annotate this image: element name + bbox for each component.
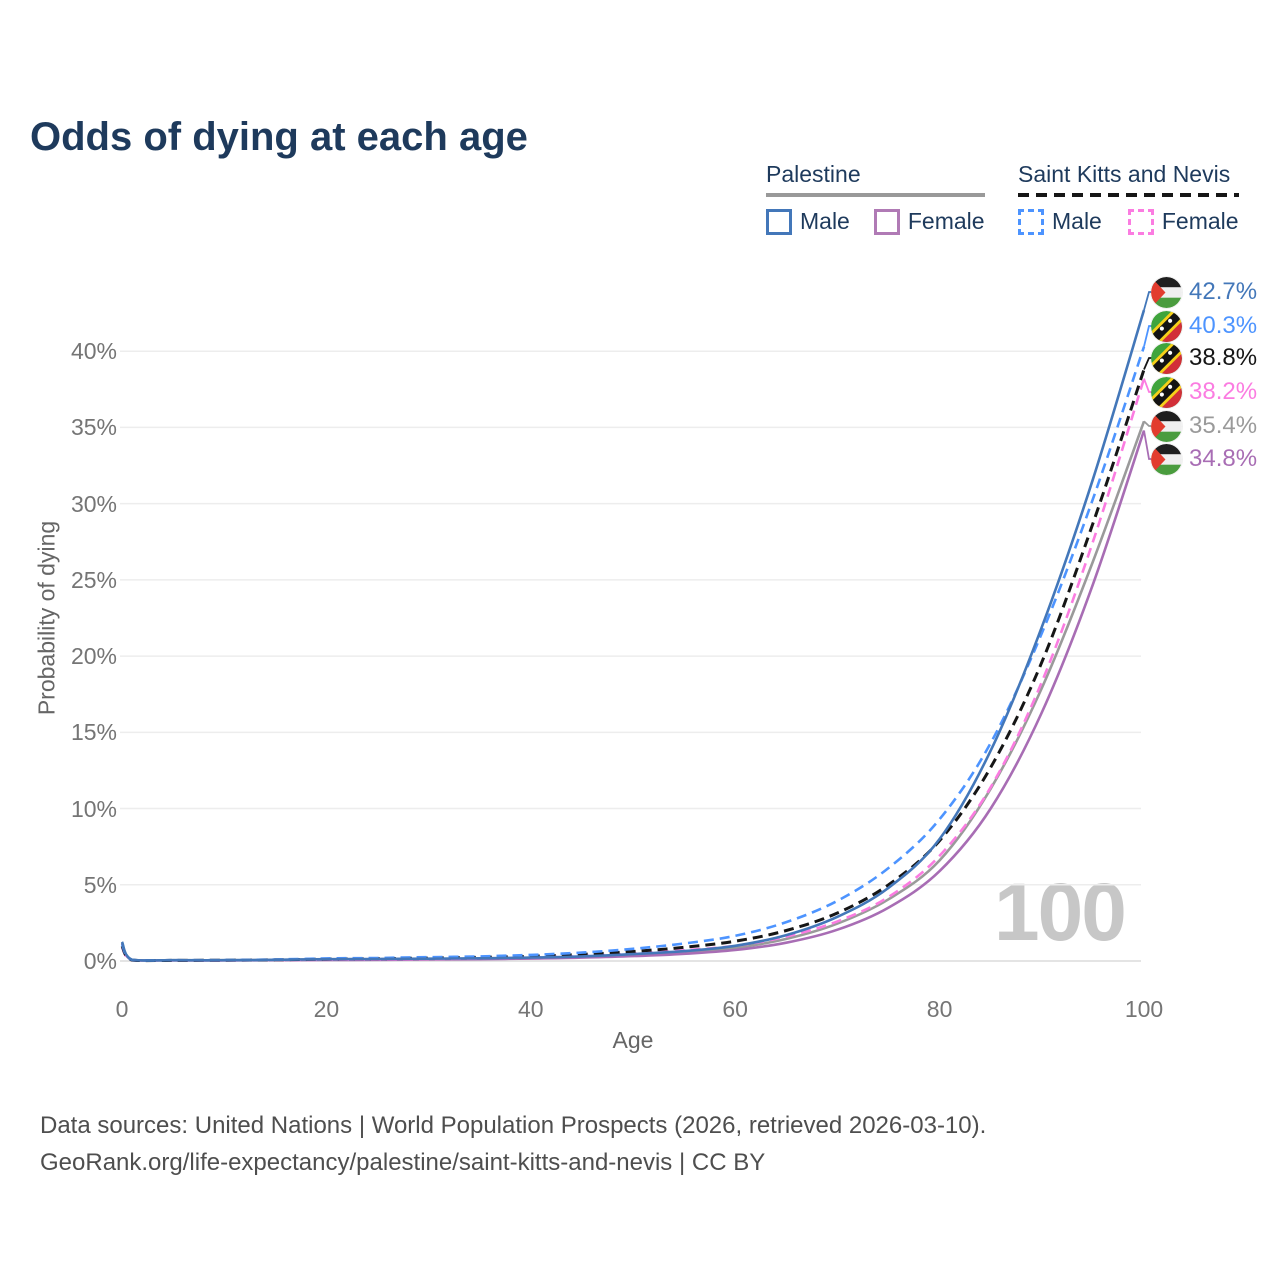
y-tick-label: 40% [70, 338, 117, 365]
x-tick-label: 80 [926, 996, 953, 1022]
end-label-row: 42.7% [1151, 276, 1257, 308]
page-title: Odds of dying at each age [30, 114, 528, 159]
x-tick-label: 40 [518, 996, 544, 1022]
legend-item-skn-female[interactable]: Female [1127, 208, 1239, 235]
palestine-male-swatch-icon [766, 208, 792, 235]
saint-kitts-and-nevis-flag-icon [1151, 377, 1182, 408]
y-tick-label: 30% [70, 490, 117, 517]
legend-item-skn-male[interactable]: Male [1018, 208, 1102, 235]
series-end-value: 38.2% [1189, 378, 1258, 405]
age-watermark: 100 [994, 867, 1127, 958]
y-tick-label: 20% [70, 643, 117, 670]
y-tick-label: 5% [83, 871, 117, 898]
x-tick-label: 100 [1124, 996, 1164, 1022]
palestine-flag-icon [1151, 411, 1182, 442]
legend-country-saint-kitts-and-nevis: Saint Kitts and Nevis [1018, 161, 1231, 187]
palestine-flag-icon [1151, 277, 1182, 308]
legend-item-palestine-male[interactable]: Male [766, 208, 850, 235]
series-end-value: 38.8% [1189, 344, 1258, 371]
end-label-row: 38.8% [1151, 342, 1257, 374]
palestine-female-swatch-icon [873, 208, 900, 235]
y-tick-label: 10% [70, 795, 117, 822]
footer: Data sources: United Nations | World Pop… [40, 1107, 986, 1181]
y-tick-label: 25% [70, 566, 117, 593]
x-tick-label: 20 [313, 996, 340, 1022]
footer-attribution: GeoRank.org/life-expectancy/palestine/sa… [40, 1149, 766, 1176]
saint-kitts-and-nevis-flag-icon [1151, 311, 1182, 342]
series-line-saint-kitts-and-nevis-male[interactable] [120, 346, 1146, 962]
x-axis-title: Age [612, 1027, 654, 1053]
end-label-row: 34.8% [1151, 443, 1257, 475]
series-line-palestine-female[interactable] [120, 430, 1146, 962]
skn-female-swatch-icon [1127, 208, 1154, 235]
x-tick-label: 0 [115, 996, 129, 1022]
legend-country-palestine: Palestine [766, 161, 861, 187]
footer-sources: Data sources: United Nations | World Pop… [40, 1112, 987, 1139]
y-axis-title: Probability of dying [33, 520, 60, 716]
legend-item-label: Male [800, 208, 850, 234]
legend-underline-saint-kitts-and-nevis [1018, 193, 1239, 197]
legend-item-palestine-female[interactable]: Female [873, 208, 985, 235]
end-label-row: 35.4% [1151, 410, 1257, 442]
series-line-saint-kitts-and-nevis-all[interactable] [120, 369, 1146, 963]
end-label-row: 40.3% [1151, 310, 1257, 342]
series-line-palestine-male[interactable] [120, 309, 1146, 962]
x-tick-label: 60 [722, 996, 748, 1022]
legend-item-label: Female [907, 208, 985, 234]
y-tick-label: 15% [70, 719, 117, 746]
end-label-row: 38.2% [1151, 376, 1257, 408]
series-end-value: 40.3% [1189, 312, 1258, 339]
legend-underline-palestine [766, 193, 985, 197]
series-line-palestine-all[interactable] [120, 420, 1146, 962]
series-end-value: 34.8% [1189, 445, 1258, 472]
y-tick-label: 35% [70, 414, 117, 441]
legend-group-saint-kitts-and-nevis: Saint Kitts and Nevis Male Female [1018, 161, 1239, 235]
skn-male-swatch-icon [1018, 208, 1044, 235]
series-end-value: 42.7% [1189, 278, 1258, 305]
series-end-value: 35.4% [1189, 412, 1258, 439]
saint-kitts-and-nevis-flag-icon [1151, 343, 1182, 374]
y-tick-label: 0% [83, 948, 117, 974]
legend-item-label: Male [1052, 208, 1102, 234]
series-line-saint-kitts-and-nevis-female[interactable] [120, 378, 1146, 962]
legend-item-label: Female [1161, 208, 1239, 234]
palestine-flag-icon [1151, 444, 1182, 475]
legend-group-palestine: Palestine Male Female [766, 161, 985, 235]
